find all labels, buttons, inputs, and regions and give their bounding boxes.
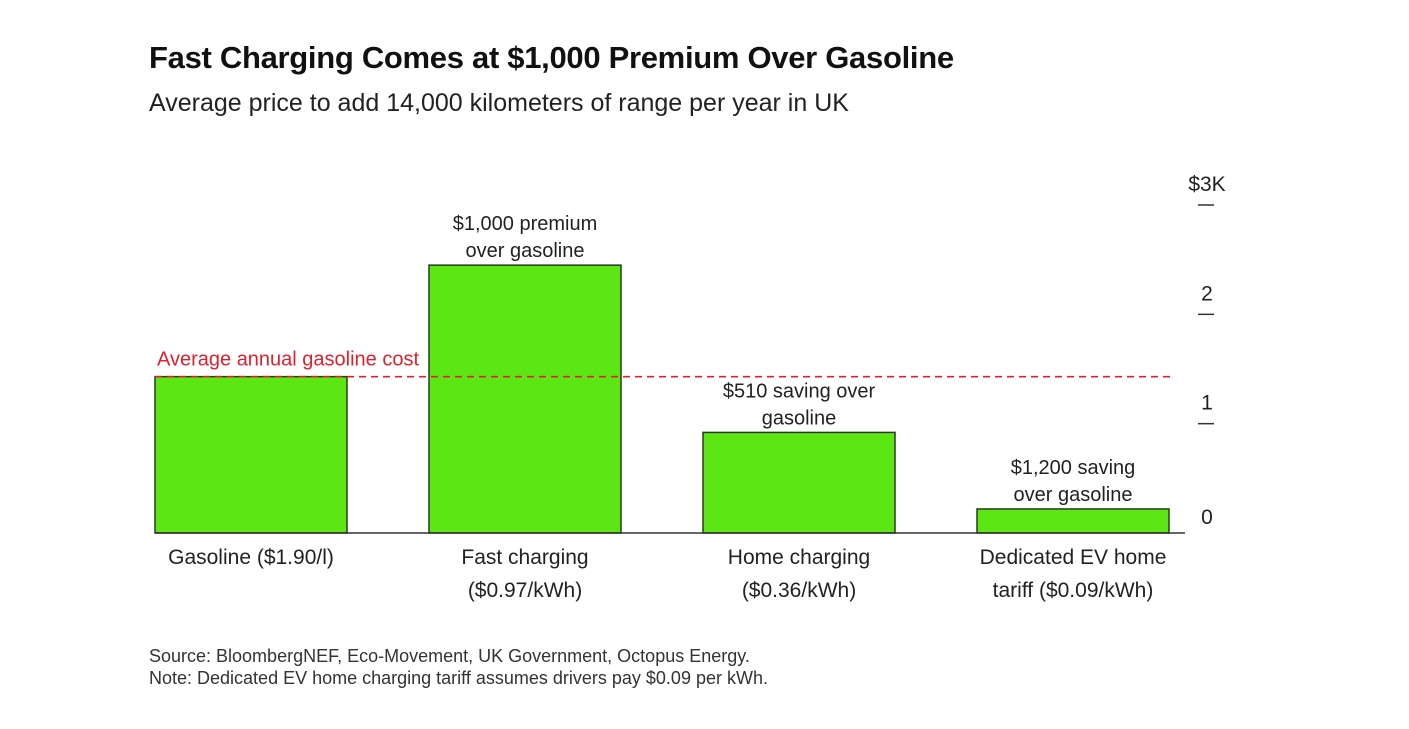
chart-subtitle: Average price to add 14,000 kilometers o…: [149, 89, 849, 117]
bar-0: [154, 375, 348, 534]
category-label-1: ($0.97/kWh): [468, 579, 582, 602]
category-label-2: ($0.36/kWh): [742, 579, 856, 602]
bar-annotation-2: gasoline: [762, 407, 837, 429]
y-tick-label-3: $3K: [1188, 173, 1225, 196]
bar-3: [976, 508, 1170, 534]
y-tick-label-1: 1: [1201, 392, 1213, 415]
y-tick-label-2: 2: [1201, 282, 1213, 305]
bar-annotation-3: over gasoline: [1014, 484, 1133, 506]
category-label-1: Fast charging: [461, 546, 588, 569]
bar-2: [702, 431, 896, 534]
bar-annotation-3: $1,200 saving: [1011, 457, 1136, 479]
category-label-3: Dedicated EV home: [980, 546, 1167, 569]
y-tick-label-0: 0: [1201, 506, 1213, 529]
reference-line-label: Average annual gasoline cost: [157, 349, 419, 371]
category-label-2: Home charging: [728, 546, 870, 569]
chart-footer: Source: BloombergNEF, Eco-Movement, UK G…: [149, 645, 768, 689]
chart-title: Fast Charging Comes at $1,000 Premium Ov…: [149, 40, 954, 75]
bar-1: [428, 264, 622, 534]
bar-annotation-1: $1,000 premium: [453, 213, 598, 235]
method-note: Note: Dedicated EV home charging tariff …: [149, 668, 768, 688]
category-label-3: tariff ($0.09/kWh): [993, 579, 1154, 602]
bar-annotation-1: over gasoline: [466, 240, 585, 262]
source-note: Source: BloombergNEF, Eco-Movement, UK G…: [149, 646, 750, 666]
category-label-0: Gasoline ($1.90/l): [168, 546, 334, 569]
bar-annotation-2: $510 saving over: [723, 380, 876, 402]
